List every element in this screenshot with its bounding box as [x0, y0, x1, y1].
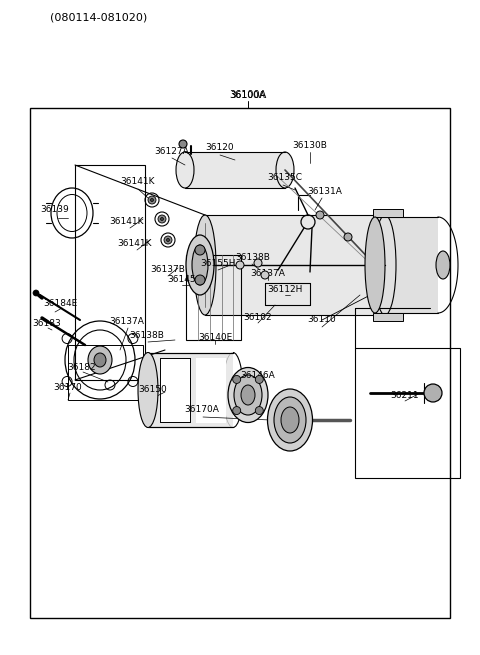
- Circle shape: [164, 236, 172, 244]
- Ellipse shape: [194, 215, 216, 315]
- Ellipse shape: [267, 389, 312, 451]
- Ellipse shape: [436, 251, 450, 279]
- Text: 36135C: 36135C: [267, 174, 302, 183]
- Text: 36130B: 36130B: [293, 141, 327, 149]
- Text: 36141K: 36141K: [121, 178, 155, 187]
- Text: 36146A: 36146A: [240, 371, 276, 379]
- Ellipse shape: [228, 367, 268, 422]
- Text: 36131A: 36131A: [308, 187, 342, 196]
- Circle shape: [148, 196, 156, 204]
- Circle shape: [151, 198, 154, 202]
- Text: 36138B: 36138B: [130, 331, 165, 341]
- Bar: [196, 358, 226, 423]
- Bar: [355, 348, 460, 478]
- Text: 36211: 36211: [391, 390, 420, 400]
- Text: 36170A: 36170A: [185, 405, 219, 415]
- Text: 36150: 36150: [139, 386, 168, 394]
- Circle shape: [160, 217, 164, 221]
- Circle shape: [316, 211, 324, 219]
- Text: 36120: 36120: [206, 143, 234, 153]
- Text: 36184E: 36184E: [43, 299, 77, 307]
- Bar: [373, 313, 403, 321]
- Text: 36155H: 36155H: [200, 259, 236, 269]
- Ellipse shape: [281, 407, 299, 433]
- Circle shape: [254, 259, 262, 267]
- Text: 36170: 36170: [54, 383, 83, 392]
- Ellipse shape: [94, 353, 106, 367]
- Circle shape: [233, 375, 240, 383]
- Circle shape: [179, 140, 187, 148]
- Bar: [186, 255, 241, 340]
- Ellipse shape: [192, 245, 208, 285]
- Text: 36145: 36145: [168, 274, 196, 284]
- Text: 36137B: 36137B: [151, 265, 185, 274]
- Ellipse shape: [88, 346, 112, 374]
- Circle shape: [195, 245, 205, 255]
- Text: 36139: 36139: [41, 206, 70, 214]
- Ellipse shape: [276, 152, 294, 188]
- Circle shape: [158, 215, 166, 223]
- Text: 36127A: 36127A: [155, 147, 190, 155]
- Ellipse shape: [138, 352, 158, 428]
- Bar: [185, 152, 285, 188]
- Text: 36183: 36183: [33, 318, 61, 328]
- Bar: [373, 209, 403, 217]
- Text: 36141K: 36141K: [110, 217, 144, 225]
- Ellipse shape: [241, 385, 255, 405]
- Bar: [68, 345, 143, 400]
- Circle shape: [33, 290, 39, 296]
- Text: 36102: 36102: [244, 314, 272, 322]
- Bar: [205, 215, 385, 315]
- Text: 36141K: 36141K: [118, 240, 152, 248]
- Text: 36137A: 36137A: [109, 318, 144, 326]
- Text: (080114-081020): (080114-081020): [50, 13, 147, 23]
- Text: 36100A: 36100A: [229, 90, 266, 100]
- Circle shape: [167, 238, 169, 242]
- Circle shape: [255, 375, 264, 383]
- Text: 36137A: 36137A: [251, 269, 286, 278]
- Ellipse shape: [374, 215, 396, 315]
- Circle shape: [233, 407, 240, 415]
- Bar: [160, 358, 190, 423]
- Text: 36140E: 36140E: [198, 333, 232, 343]
- Text: 36112H: 36112H: [267, 284, 303, 293]
- Ellipse shape: [365, 217, 385, 313]
- Ellipse shape: [234, 375, 262, 415]
- Text: 36110: 36110: [308, 316, 336, 324]
- Circle shape: [236, 261, 244, 269]
- Bar: [148, 353, 233, 428]
- Circle shape: [255, 407, 264, 415]
- Circle shape: [261, 271, 269, 279]
- Text: 36100A: 36100A: [230, 90, 265, 100]
- Bar: [375, 217, 438, 313]
- Circle shape: [195, 275, 205, 285]
- Text: 36182: 36182: [68, 362, 96, 371]
- Text: 36138B: 36138B: [236, 253, 270, 263]
- Ellipse shape: [186, 235, 214, 295]
- Bar: [30, 108, 450, 618]
- Ellipse shape: [176, 152, 194, 188]
- Ellipse shape: [274, 397, 306, 443]
- Circle shape: [344, 233, 352, 241]
- Circle shape: [424, 384, 442, 402]
